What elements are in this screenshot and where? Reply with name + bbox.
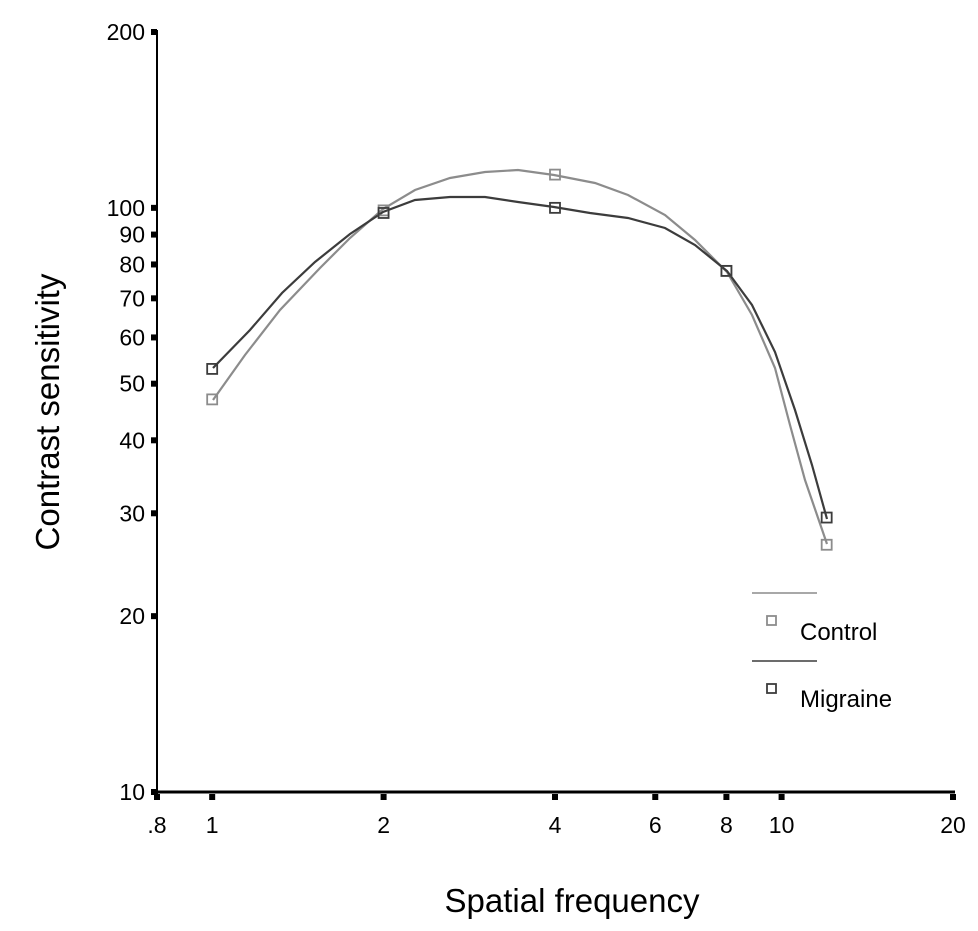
x-tick-label: .8 <box>147 812 166 838</box>
control-curve <box>212 168 829 545</box>
y-tick-label: 40 <box>119 427 145 453</box>
control-data-point <box>820 538 833 551</box>
legend-item-migraine: Migraine <box>752 660 892 713</box>
y-tick-mark <box>151 295 157 302</box>
x-tick-label: 6 <box>649 812 662 838</box>
y-tick-mark <box>151 437 157 444</box>
x-tick-label: 10 <box>769 812 795 838</box>
legend: Control Migraine <box>752 592 892 713</box>
y-tick-label: 80 <box>119 251 145 277</box>
x-tick-label: 4 <box>549 812 562 838</box>
y-tick-label: 200 <box>107 19 145 45</box>
y-tick-label: 50 <box>119 371 145 397</box>
x-tick-mark <box>652 794 659 800</box>
x-tick-label: 20 <box>940 812 966 838</box>
legend-item-control: Control <box>752 592 877 646</box>
y-tick-mark <box>151 204 157 211</box>
legend-label-migraine: Migraine <box>800 686 892 713</box>
migraine-curve <box>212 195 829 520</box>
migraine-data-point <box>820 511 833 524</box>
y-tick-label: 30 <box>119 500 145 526</box>
x-tick-label: 8 <box>720 812 733 838</box>
y-tick-mark <box>151 29 157 35</box>
migraine-data-point <box>549 201 561 214</box>
y-tick-label: 90 <box>119 222 145 248</box>
data-point-markers <box>206 168 833 551</box>
control-data-point <box>549 168 561 181</box>
x-tick-label: 2 <box>377 812 390 838</box>
y-tick-mark <box>151 231 157 238</box>
migraine-data-point <box>377 207 390 219</box>
y-tick-label: 60 <box>119 324 145 350</box>
y-tick-mark <box>151 613 157 620</box>
y-tick-mark <box>151 380 157 387</box>
x-tick-mark <box>723 794 730 800</box>
x-tick-label: 1 <box>206 812 219 838</box>
x-tick-mark <box>950 794 956 800</box>
x-tick-mark <box>778 794 785 800</box>
migraine-marker-icon <box>766 683 777 694</box>
legend-label-control: Control <box>800 619 877 646</box>
x-axis-ticks: .8 1 2 4 6 8 10 20 <box>147 794 966 838</box>
migraine-data-point <box>720 264 733 277</box>
y-tick-label: 70 <box>119 285 145 311</box>
y-tick-label: 10 <box>119 779 145 805</box>
y-tick-mark <box>151 261 157 268</box>
y-tick-label: 20 <box>119 603 145 629</box>
x-axis: .8 1 2 4 6 8 10 20 <box>147 790 966 838</box>
x-tick-mark <box>154 794 160 800</box>
y-tick-mark <box>151 789 157 795</box>
x-tick-mark <box>209 794 216 800</box>
y-axis-title: Contrast sensitivity <box>29 273 66 550</box>
control-data-point <box>206 393 219 406</box>
y-tick-label: 100 <box>107 195 145 221</box>
y-tick-mark <box>151 334 157 341</box>
control-marker-icon <box>766 615 777 626</box>
x-axis-title: Spatial frequency <box>445 882 700 919</box>
y-tick-mark <box>151 510 157 517</box>
x-tick-mark <box>380 794 387 800</box>
plot-area <box>206 168 833 551</box>
x-tick-mark <box>552 794 558 800</box>
migraine-data-point <box>206 363 219 375</box>
